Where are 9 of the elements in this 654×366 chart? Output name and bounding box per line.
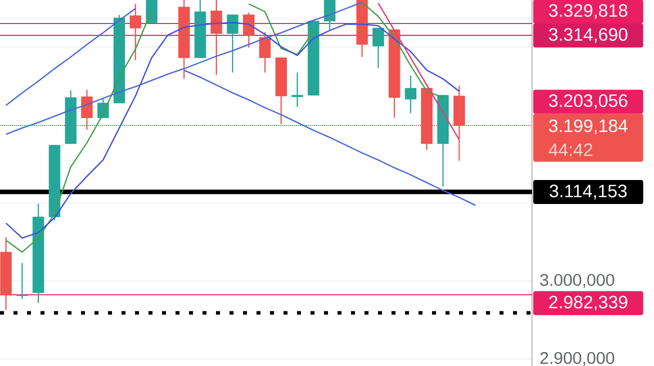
ref-line-label: 3.199,184 [549,119,628,134]
y-tick-label: 3.000,000 [540,274,614,288]
text: 3.203,056 [549,94,628,110]
text: 44:42 [548,143,592,156]
ref-line-label: 3.329,818 [549,4,628,19]
ref-line-label: 2.982,339 [549,296,628,311]
ref-line-label: 3.314,690 [549,28,628,43]
ref-line-label: 3.114,153 [550,184,627,200]
y-tick-label: 2.900,000 [540,352,614,366]
